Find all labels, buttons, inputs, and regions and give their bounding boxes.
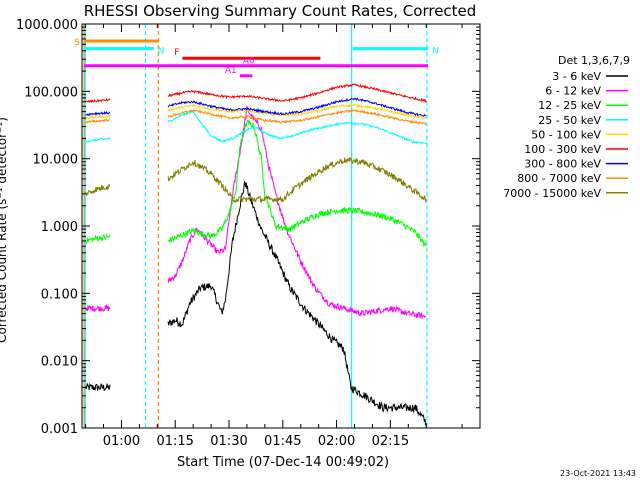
flag-label-f-3: F [174,48,179,58]
flag-label-n-2: N [432,47,439,57]
axes-layer: 1000.000 100.000 10.000 1.000 0.100 0.010 0.00… [16,18,481,449]
y-tick-label-6: 0.001 [41,422,78,437]
y-tick-label-0: 1000.000 [16,18,78,33]
series-line-3-segment-1 [167,109,427,145]
series-line-1-segment-0 [85,303,111,313]
y-tick-label-5: 0.010 [41,355,78,370]
series-line-5-segment-1 [167,83,427,103]
legend-label-4: 50 - 100 keV [531,128,601,141]
footer-timestamp: 23-Oct-2021 13:43 [560,469,636,478]
series-line-2-segment-0 [85,233,111,245]
series-line-6-segment-0 [85,110,111,117]
legend-label-1: 6 - 12 keV [545,85,601,98]
legend-label-7: 800 - 7000 keV [517,172,601,185]
series-line-5-segment-0 [85,97,111,104]
x-tick-label-2: 01:30 [210,434,247,449]
flag-label-a1-5: A1 [225,66,237,76]
series-layer [85,83,427,426]
series-line-7-segment-0 [85,117,111,124]
y-tick-label-1: 100.000 [24,85,78,100]
series-line-0-segment-1 [167,181,427,426]
y-tick-label-2: 10.000 [33,153,79,168]
y-tick-label-3: 1.000 [41,220,78,235]
legend-label-3: 25 - 50 keV [538,114,601,127]
legend-label-2: 12 - 25 keV [538,99,601,112]
legend-label-8: 7000 - 15000 keV [503,187,601,200]
legend-title: Det 1,3,6,7,9 [558,54,630,67]
series-line-8-segment-1 [167,156,427,204]
series-line-3-segment-0 [85,137,111,143]
x-tick-label-1: 01:15 [156,434,193,449]
y-tick-label-4: 0.100 [41,287,78,302]
series-line-0-segment-0 [85,382,111,391]
legend-label-0: 3 - 6 keV [552,70,601,83]
x-tick-label-4: 02:00 [318,434,355,449]
series-line-8-segment-0 [85,184,111,196]
series-line-1-segment-1 [167,106,427,319]
legend-label-5: 100 - 300 keV [524,143,601,156]
x-tick-label-0: 01:00 [103,434,140,449]
series-line-2-segment-1 [168,119,427,247]
flag-label-s-0: S [74,38,80,48]
y-axis-label: Corrected Count Rate (s⁻¹ detector⁻¹) [0,117,9,343]
series-line-6-segment-1 [167,97,427,117]
x-tick-label-3: 01:45 [264,434,301,449]
flag-label-n-1: N [158,47,165,57]
series-line-7-segment-1 [167,108,427,126]
x-tick-label-5: 02:15 [372,434,409,449]
legend-label-6: 300 - 800 keV [524,158,601,171]
series-line-4-segment-0 [85,114,111,120]
flag-label-a0-4: A0 [243,57,255,67]
x-axis-label: Start Time (07-Dec-14 00:49:02) [177,455,389,470]
series-line-4-segment-1 [167,103,427,120]
chart-title: RHESSI Observing Summary Count Rates, Co… [84,2,477,20]
